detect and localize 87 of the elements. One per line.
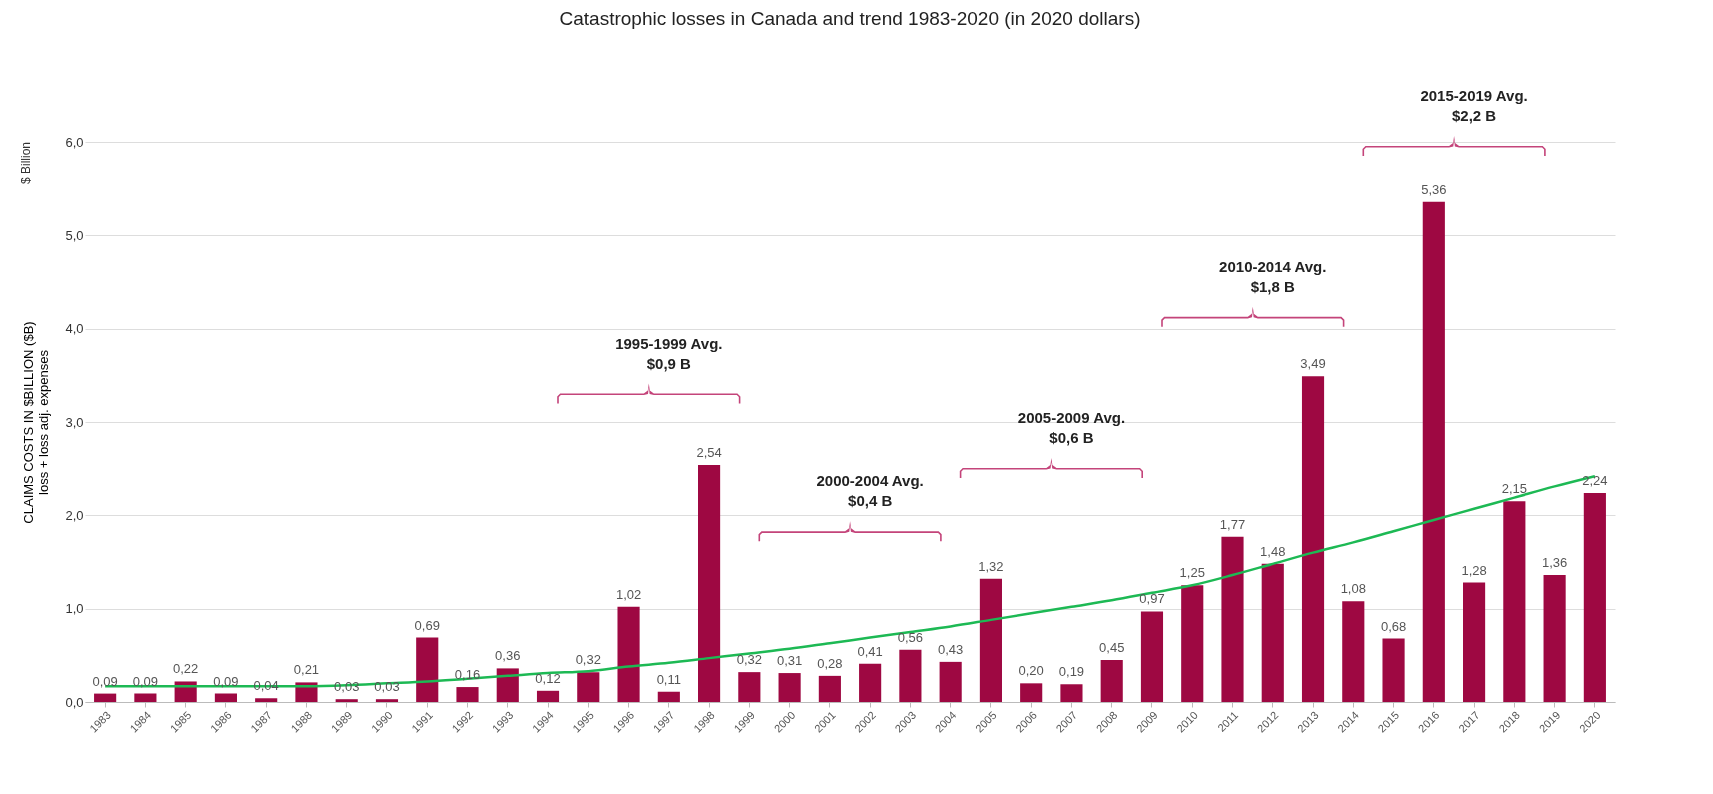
data-label: 1,77 — [1219, 516, 1246, 532]
bar — [255, 698, 278, 702]
data-label: 0,56 — [897, 629, 924, 645]
bar — [416, 637, 439, 702]
y-tick-label: 4,0 — [65, 321, 84, 337]
data-label: 0,36 — [495, 648, 521, 664]
data-label: 1,25 — [1179, 565, 1205, 581]
bar — [1221, 536, 1244, 702]
bar — [536, 690, 560, 702]
data-label: 1,36 — [1541, 555, 1568, 571]
data-label: 0,21 — [293, 662, 320, 678]
bar — [1503, 501, 1526, 702]
bar — [94, 693, 117, 702]
bar — [174, 681, 197, 702]
data-label: 1,28 — [1461, 562, 1487, 578]
bar — [1261, 563, 1284, 702]
y-tick-label: 2,0 — [65, 507, 84, 523]
data-label: 0,41 — [857, 643, 883, 659]
bar — [1543, 575, 1566, 702]
bar — [1181, 585, 1204, 702]
bar — [1422, 201, 1445, 702]
data-label: 0,28 — [817, 655, 843, 671]
data-label: 1,48 — [1260, 543, 1286, 559]
data-label: 0,31 — [776, 653, 803, 669]
bar — [1140, 611, 1164, 702]
data-label: 2,54 — [696, 444, 722, 460]
bar — [1020, 683, 1043, 702]
text: 2015-2019 Avg. $2,2 B — [1420, 87, 1528, 124]
y-axis-title: CLAIMS COSTS IN $BILLION ($B) loss + loss adj. expenses — [21, 321, 52, 524]
bar — [859, 663, 882, 702]
data-label: 0,45 — [1099, 640, 1125, 655]
bar — [1060, 684, 1083, 702]
bar — [214, 693, 237, 702]
bar — [1463, 582, 1486, 702]
data-label: 0,69 — [414, 617, 440, 633]
data-label: 0,12 — [535, 670, 561, 686]
data-label: 1,32 — [978, 558, 1004, 574]
bar — [295, 682, 318, 702]
bar — [818, 675, 841, 702]
annotation: 2005-2009 Avg. $0,6 B — [1017, 409, 1126, 446]
text: $ Billion — [19, 142, 33, 185]
bar — [1382, 638, 1405, 702]
bar — [698, 464, 721, 702]
bar — [496, 668, 519, 702]
data-label: 0,32 — [575, 652, 601, 668]
bar — [1301, 376, 1325, 702]
bar — [617, 606, 640, 702]
bar — [1342, 601, 1365, 702]
bar — [335, 699, 358, 702]
bar — [375, 699, 399, 702]
bar — [939, 661, 962, 702]
data-label: 0,32 — [736, 652, 762, 668]
annotation: 1995-1999 Avg. $0,9 B — [615, 334, 723, 372]
y-tick-label: 0,0 — [65, 694, 84, 710]
bar — [657, 691, 680, 702]
data-label: 0,20 — [1018, 663, 1044, 679]
data-label: 0,11 — [656, 671, 681, 687]
bar — [134, 693, 157, 702]
data-label: 0,43 — [938, 641, 964, 657]
data-label: 0,09 — [92, 673, 118, 689]
data-label: 0,97 — [1139, 591, 1165, 607]
annotation: 2010-2014 Avg. $1,8 B — [1219, 257, 1327, 295]
data-label: 1,08 — [1340, 581, 1366, 597]
bar — [899, 649, 922, 702]
data-label: 2,15 — [1501, 481, 1527, 497]
y-tick-label: 5,0 — [65, 227, 84, 243]
bar — [1100, 660, 1123, 702]
bar — [1583, 492, 1606, 702]
data-label: 2,24 — [1582, 472, 1608, 488]
data-label: 0,19 — [1058, 664, 1085, 680]
data-label: 0,09 — [213, 673, 239, 689]
data-label: 1,02 — [615, 586, 642, 602]
bar — [456, 687, 479, 702]
data-label: 5,36 — [1421, 181, 1447, 197]
chart-title: Catastrophic losses in Canada and trend 1983-2020 (in 2020 dollars) — [559, 8, 1141, 29]
annotation: 2000-2004 Avg. $0,4 B — [816, 472, 924, 510]
bar — [577, 672, 600, 702]
bar — [778, 673, 801, 702]
data-label: 0,22 — [173, 661, 199, 677]
y-tick-label: 6,0 — [65, 134, 84, 150]
data-label: 0,68 — [1380, 618, 1407, 634]
bar — [979, 578, 1002, 702]
y-tick-label: 1,0 — [65, 601, 84, 617]
y-tick-label: 3,0 — [65, 414, 84, 430]
bar — [738, 672, 761, 702]
data-label: 0,09 — [132, 673, 159, 689]
data-label: 3,49 — [1300, 356, 1326, 372]
